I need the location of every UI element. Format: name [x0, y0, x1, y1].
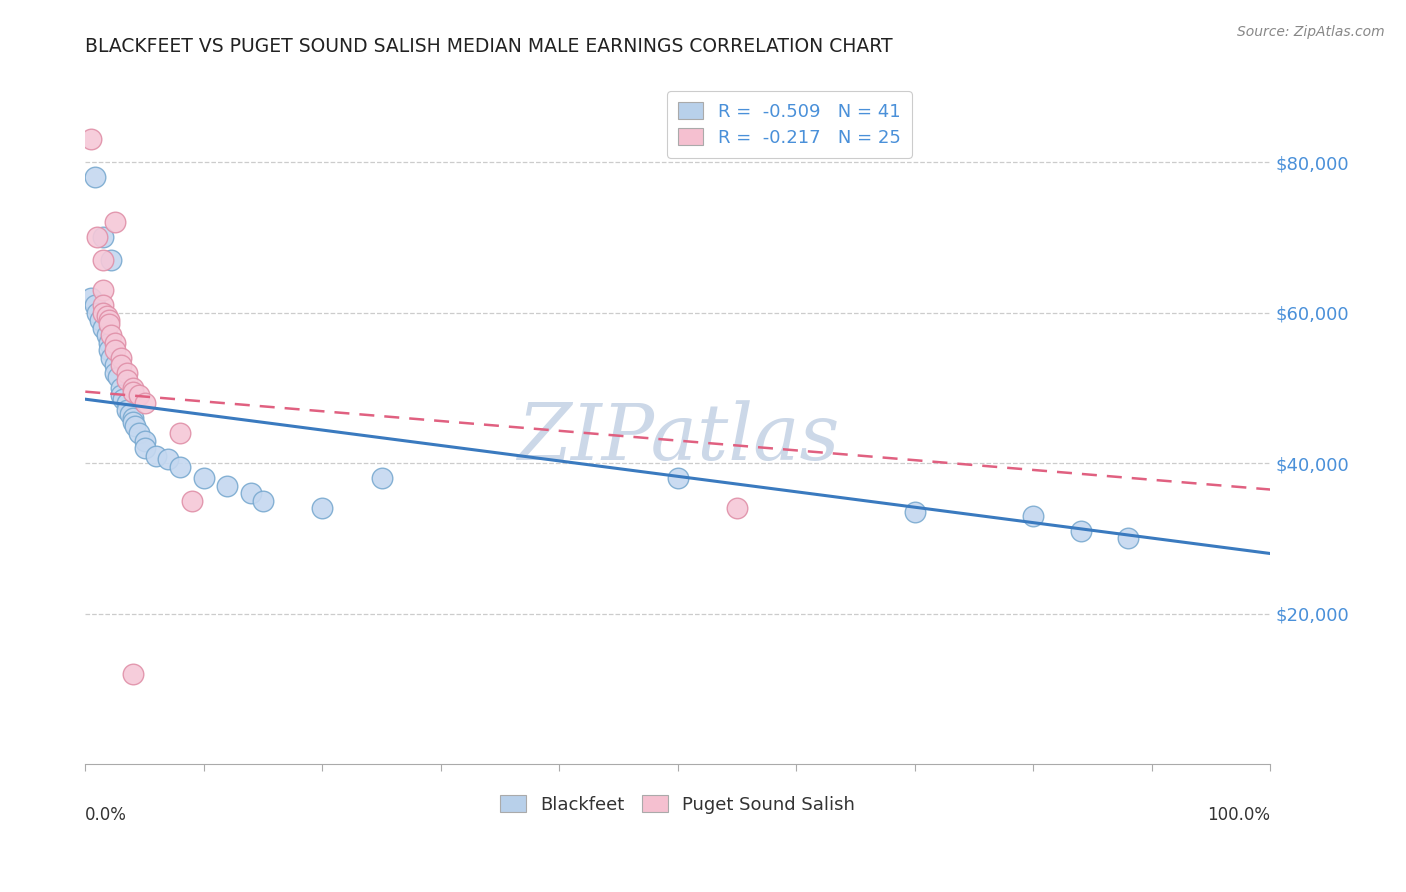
Point	[80, 132, 103, 146]
Point	[104, 366, 127, 380]
Point	[115, 403, 138, 417]
Point	[110, 351, 132, 365]
Point	[181, 493, 204, 508]
Point	[104, 359, 127, 373]
Point	[904, 505, 927, 519]
Point	[370, 471, 392, 485]
Point	[100, 328, 122, 343]
Point	[98, 313, 121, 327]
Point	[89, 313, 111, 327]
Point	[91, 320, 114, 334]
Point	[86, 230, 108, 244]
Point	[83, 298, 105, 312]
Point	[110, 381, 132, 395]
Point	[110, 388, 132, 402]
Point	[666, 471, 689, 485]
Text: BLACKFEET VS PUGET SOUND SALISH MEDIAN MALE EARNINGS CORRELATION CHART: BLACKFEET VS PUGET SOUND SALISH MEDIAN M…	[86, 37, 893, 56]
Point	[96, 310, 118, 324]
Point	[107, 369, 129, 384]
Point	[112, 392, 135, 407]
Point	[98, 335, 121, 350]
Point	[217, 479, 239, 493]
Point	[121, 411, 143, 425]
Point	[115, 396, 138, 410]
Point	[100, 351, 122, 365]
Point	[311, 501, 333, 516]
Point	[104, 215, 127, 229]
Point	[134, 396, 156, 410]
Point	[104, 335, 127, 350]
Point	[252, 493, 274, 508]
Text: Source: ZipAtlas.com: Source: ZipAtlas.com	[1237, 25, 1385, 39]
Point	[83, 170, 105, 185]
Legend: Blackfeet, Puget Sound Salish: Blackfeet, Puget Sound Salish	[494, 788, 862, 821]
Point	[121, 381, 143, 395]
Point	[110, 359, 132, 373]
Point	[120, 407, 142, 421]
Point	[80, 291, 103, 305]
Point	[91, 305, 114, 319]
Point	[98, 343, 121, 358]
Point	[104, 343, 127, 358]
Point	[1116, 532, 1139, 546]
Point	[169, 459, 191, 474]
Point	[115, 373, 138, 387]
Point	[240, 486, 263, 500]
Point	[91, 283, 114, 297]
Point	[96, 328, 118, 343]
Point	[91, 230, 114, 244]
Point	[145, 449, 167, 463]
Point	[134, 441, 156, 455]
Point	[121, 415, 143, 429]
Text: 0.0%: 0.0%	[86, 805, 127, 824]
Point	[121, 667, 143, 681]
Point	[98, 317, 121, 331]
Point	[193, 471, 215, 485]
Point	[91, 298, 114, 312]
Point	[134, 434, 156, 448]
Point	[128, 388, 150, 402]
Point	[725, 501, 748, 516]
Text: ZIPatlas: ZIPatlas	[516, 401, 839, 477]
Text: 100.0%: 100.0%	[1208, 805, 1270, 824]
Point	[157, 452, 180, 467]
Point	[121, 384, 143, 399]
Point	[91, 252, 114, 267]
Point	[128, 425, 150, 440]
Point	[1022, 508, 1045, 523]
Point	[100, 252, 122, 267]
Point	[169, 425, 191, 440]
Point	[86, 305, 108, 319]
Point	[115, 366, 138, 380]
Point	[124, 418, 146, 433]
Point	[1070, 524, 1092, 538]
